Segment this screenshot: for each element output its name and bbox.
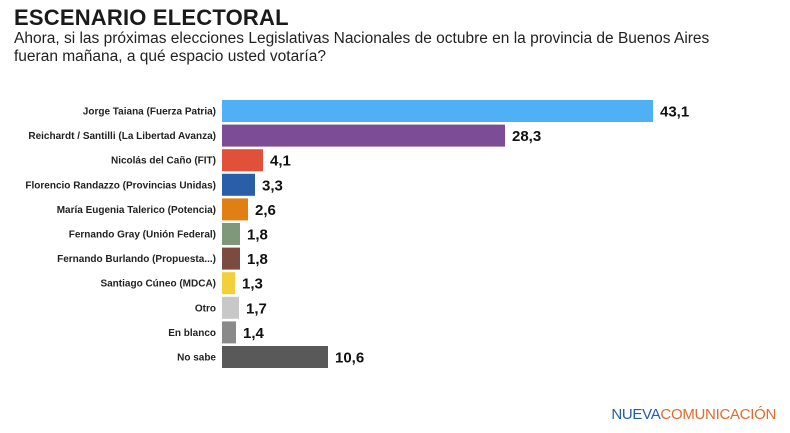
category-label: Jorge Taiana (Fuerza Patria) [83, 107, 216, 118]
bar [222, 149, 263, 172]
value-label: 4,1 [270, 153, 291, 170]
bar [222, 223, 240, 245]
value-label: 1,3 [242, 276, 263, 293]
brand-part-1: NUEVA [611, 406, 661, 423]
category-label: Fernando Burlando (Propuesta...) [57, 254, 216, 265]
category-label: María Eugenia Talerico (Potencia) [57, 205, 216, 216]
category-label: Nicolás del Caño (FIT) [111, 156, 216, 167]
chart-title: ESCENARIO ELECTORAL [14, 5, 289, 30]
category-label: Florencio Randazzo (Provincias Unidas) [25, 180, 216, 191]
category-label: Otro [195, 303, 216, 314]
value-label: 2,6 [255, 202, 276, 219]
bar [222, 198, 248, 221]
value-label: 1,8 [247, 227, 268, 244]
value-label: 1,7 [246, 300, 267, 317]
bar [222, 296, 239, 319]
bar [222, 100, 653, 122]
category-label: No sabe [177, 353, 216, 364]
category-label: Fernando Gray (Unión Federal) [69, 230, 216, 241]
value-label: 10,6 [335, 350, 364, 367]
bar [222, 321, 236, 344]
bar [222, 247, 240, 270]
brand-logo: NUEVACOMUNICACIÓN [611, 406, 776, 423]
bar [222, 272, 235, 295]
brand-part-2: COMUNICACIÓN [660, 406, 776, 423]
category-label: En blanco [168, 328, 216, 339]
bar [222, 173, 255, 196]
value-label: 43,1 [660, 104, 689, 121]
chart-subtitle: Ahora, si las próximas elecciones Legisl… [14, 30, 710, 65]
value-label: 1,4 [243, 325, 265, 342]
category-label: Santiago Cúneo (MDCA) [100, 279, 216, 290]
category-label: Reichardt / Santilli (La Libertad Avanza… [28, 131, 216, 142]
value-label: 28,3 [512, 128, 541, 145]
bar [222, 346, 328, 368]
value-label: 1,8 [247, 251, 268, 268]
bar [222, 124, 505, 147]
value-label: 3,3 [262, 177, 283, 194]
